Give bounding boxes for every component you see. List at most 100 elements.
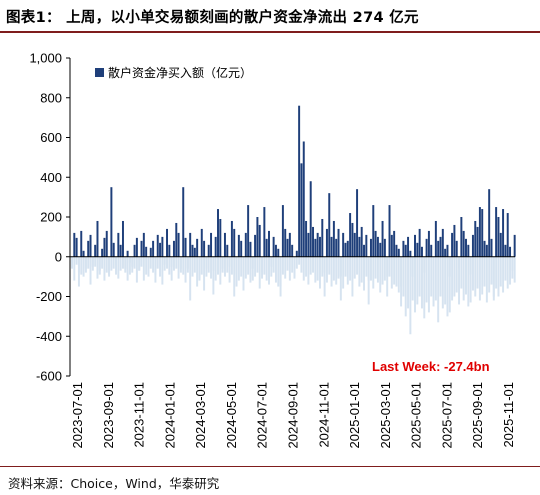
- y-tick-label: 400: [40, 170, 62, 185]
- legend: 散户资金净买入额（亿元）: [95, 65, 252, 80]
- outflow-bar: [142, 256, 145, 281]
- x-tick-label: 2024-07-01: [255, 382, 270, 449]
- outflow-bar: [307, 256, 310, 285]
- outflow-bar: [94, 256, 97, 267]
- net-buy-bar: [300, 163, 303, 257]
- net-buy-bar: [101, 248, 104, 257]
- net-buy-bar: [233, 228, 236, 257]
- net-buy-bar: [344, 242, 347, 257]
- outflow-bar: [75, 256, 78, 265]
- outflow-bar: [339, 256, 342, 301]
- outflow-bar: [427, 256, 430, 313]
- outflow-bar: [358, 256, 361, 287]
- net-buy-bar: [499, 232, 502, 257]
- y-tick-label: -200: [36, 289, 62, 304]
- net-buy-bar: [427, 230, 430, 257]
- net-buy-bar: [274, 244, 277, 257]
- net-buy-bar: [420, 246, 423, 257]
- outflow-bar: [149, 256, 152, 269]
- net-buy-bar: [474, 220, 477, 257]
- net-buy-bar: [425, 238, 428, 257]
- net-buy-bar: [314, 238, 317, 257]
- outflow-bar: [314, 256, 317, 283]
- x-tick-label: 2023-07-01: [70, 382, 85, 449]
- outflow-bar: [175, 256, 178, 269]
- outflow-bar: [490, 256, 493, 285]
- net-buy-bar: [244, 232, 247, 257]
- net-sell-bar: [448, 256, 451, 277]
- outflow-bar: [170, 256, 173, 281]
- net-sell-bar: [163, 256, 166, 265]
- outflow-bar: [196, 256, 199, 287]
- outflow-bar: [200, 256, 203, 275]
- net-sell-bar: [386, 256, 389, 277]
- net-buy-bar: [203, 240, 206, 257]
- net-buy-bar: [281, 205, 284, 257]
- net-sell-bar: [77, 256, 80, 273]
- net-buy-bar: [495, 207, 498, 257]
- net-buy-bar: [263, 207, 266, 257]
- net-buy-bar: [437, 240, 440, 257]
- outflow-bar: [80, 256, 83, 275]
- net-buy-bar: [152, 240, 155, 257]
- title-divider: [0, 31, 540, 33]
- outflow-bar: [156, 256, 159, 269]
- outflow-bar: [281, 256, 284, 275]
- net-buy-bar: [256, 217, 259, 257]
- outflow-bar: [242, 256, 245, 291]
- net-sell-bar: [492, 256, 495, 297]
- net-buy-bar: [119, 244, 122, 257]
- net-buy-bar: [219, 218, 222, 257]
- net-buy-bar: [249, 241, 252, 257]
- net-sell-bar: [251, 256, 254, 269]
- net-buy-bar: [328, 193, 331, 257]
- outflow-bar: [411, 256, 414, 301]
- outflow-bar: [121, 256, 124, 269]
- outflow-bar: [418, 256, 421, 297]
- y-tick-label: 200: [40, 210, 62, 225]
- outflow-bar: [397, 256, 400, 293]
- net-buy-bar: [430, 244, 433, 257]
- outflow-bar: [388, 256, 391, 277]
- net-buy-bar: [335, 238, 338, 257]
- outflow-bar: [337, 256, 340, 279]
- outflow-bar: [437, 256, 440, 323]
- outflow-bar: [193, 256, 196, 273]
- net-buy-bar: [94, 244, 97, 257]
- outflow-bar: [233, 256, 236, 297]
- y-tick-label: 600: [40, 130, 62, 145]
- outflow-bar: [509, 256, 512, 285]
- outflow-bar: [159, 256, 162, 277]
- outflow-bar: [284, 256, 287, 279]
- x-tick-label: 2024-09-01: [286, 382, 301, 449]
- outflow-bar: [374, 256, 377, 279]
- outflow-bar: [316, 256, 319, 281]
- outflow-bar: [467, 256, 470, 307]
- net-buy-bar: [309, 181, 312, 257]
- outflow-bar: [219, 256, 222, 285]
- outflow-bar: [96, 256, 99, 279]
- outflow-bar: [268, 256, 270, 285]
- net-buy-bar: [356, 189, 359, 257]
- outflow-bar: [203, 256, 206, 291]
- outflow-bar: [184, 256, 187, 283]
- outflow-bar: [381, 256, 384, 285]
- outflow-bar: [103, 256, 106, 281]
- net-sell-bar: [115, 256, 118, 265]
- outflow-bar: [416, 256, 419, 305]
- net-buy-bar: [135, 237, 138, 257]
- x-tick-label: 2024-01-01: [162, 382, 177, 449]
- outflow-bar: [363, 256, 365, 291]
- net-sell-bar: [279, 256, 282, 287]
- outflow-bar: [402, 256, 405, 297]
- net-buy-bar: [416, 242, 419, 257]
- x-tick-label: 2024-11-01: [316, 382, 331, 448]
- outflow-bar: [251, 256, 254, 281]
- outflow-bar: [89, 256, 92, 285]
- outflow-bar: [249, 256, 252, 283]
- x-tick-label: 2025-11-01: [501, 382, 516, 448]
- outflow-bar: [105, 256, 108, 273]
- outflow-bar: [495, 256, 498, 289]
- outflow-bar: [506, 256, 509, 289]
- net-buy-bar: [207, 244, 210, 257]
